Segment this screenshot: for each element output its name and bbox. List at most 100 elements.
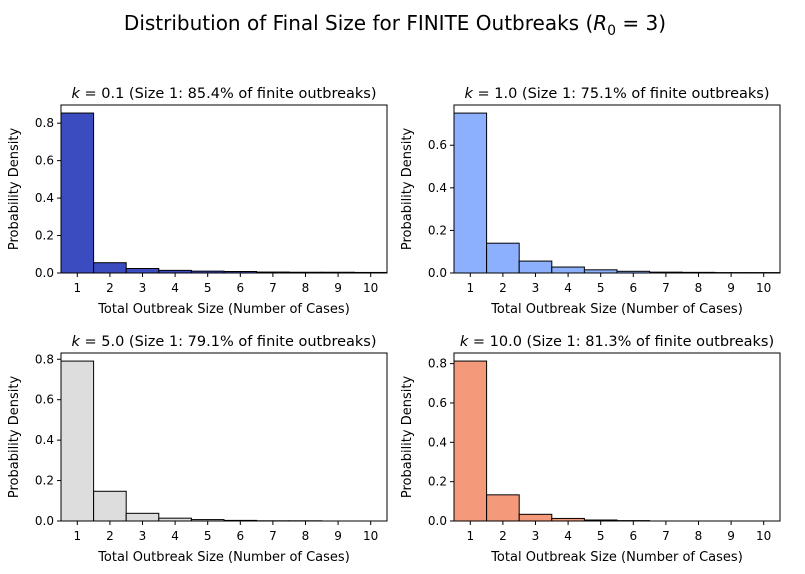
x-tick-label: 8 (695, 529, 703, 543)
x-tick-label: 7 (269, 529, 277, 543)
x-tick-label: 9 (334, 281, 342, 295)
panel-title-value: = 0.1 (80, 86, 124, 102)
x-tick-label: 10 (363, 281, 378, 295)
x-tick-label: 5 (597, 529, 605, 543)
y-tick-label: 0.0 (428, 266, 447, 280)
y-tick-label: 0.2 (428, 223, 447, 237)
panel-title-note: (Size 1: 75.1% of finite outbreaks) (517, 86, 769, 102)
x-tick-label: 6 (236, 281, 244, 295)
x-tick-label: 3 (139, 281, 147, 295)
panel-title: k = 0.1 (Size 1: 85.4% of finite outbrea… (71, 86, 376, 102)
x-tick-label: 9 (727, 281, 735, 295)
y-axis-label: Probability Density (7, 376, 22, 499)
chart-panel-1: 1 2 3 4 5 6 7 8 9 10 0.0 0.2 0.4 0.6 0.8 Total Outbreak… (7, 86, 388, 317)
panel-title-k: k (71, 334, 80, 350)
x-tick-label: 2 (106, 529, 114, 543)
x-tick-label: 1 (466, 281, 474, 295)
x-tick-label: 3 (532, 529, 540, 543)
y-axis-label: Probability Density (400, 128, 415, 251)
x-tick-label: 6 (236, 529, 244, 543)
y-tick-label: 0.0 (35, 514, 54, 528)
panel-title-note: (Size 1: 81.3% of finite outbreaks) (522, 334, 774, 350)
panel-title-note: (Size 1: 85.4% of finite outbreaks) (124, 86, 376, 102)
panel-title-k: k (464, 86, 473, 102)
x-tick-label: 10 (756, 529, 771, 543)
x-tick-label: 4 (564, 529, 572, 543)
x-tick-label: 10 (756, 281, 771, 295)
x-tick-label: 2 (499, 529, 507, 543)
x-tick-label: 9 (727, 529, 735, 543)
y-tick-label: 0.8 (428, 357, 447, 371)
y-tick-label: 0.2 (428, 475, 447, 489)
panel-title: k = 1.0 (Size 1: 75.1% of finite outbrea… (464, 86, 769, 102)
chart-panel-4: 1 2 3 4 5 6 7 8 9 10 0.0 0.2 0.4 0.6 0.8 Total Outbreak… (400, 334, 781, 565)
x-tick-label: 8 (302, 281, 310, 295)
x-tick-label: 4 (171, 529, 179, 543)
x-tick-label: 5 (597, 281, 605, 295)
figure-title-prefix: Distribution of Final Size for FINITE Ou… (124, 11, 593, 35)
x-tick-label: 2 (499, 281, 507, 295)
y-tick-label: 0.0 (35, 266, 54, 280)
x-tick-label: 6 (629, 281, 637, 295)
bar (93, 262, 127, 274)
x-tick-label: 5 (204, 529, 212, 543)
bar (518, 513, 553, 522)
y-tick-label: 0.2 (35, 474, 54, 488)
panel-title: k = 5.0 (Size 1: 79.1% of finite outbrea… (71, 334, 376, 350)
panel-title-value: = 1.0 (473, 86, 517, 102)
axes-frame (60, 352, 388, 522)
figure-title-var: R (593, 11, 607, 35)
bar (93, 490, 127, 522)
x-tick-label: 7 (662, 281, 670, 295)
x-axis-label: Total Outbreak Size (Number of Cases) (97, 550, 350, 565)
x-tick-label: 4 (564, 281, 572, 295)
y-tick-label: 0.6 (428, 138, 447, 152)
y-axis-label: Probability Density (7, 128, 22, 251)
x-tick-label: 7 (662, 529, 670, 543)
x-tick-label: 1 (466, 529, 474, 543)
y-tick-label: 0.6 (428, 396, 447, 410)
x-tick-label: 3 (139, 529, 147, 543)
y-tick-label: 0.0 (428, 514, 447, 528)
chart-panel-3: 1 2 3 4 5 6 7 8 9 10 0.0 0.2 0.4 0.6 0.8 Total Outbreak… (7, 334, 388, 565)
y-tick-label: 0.4 (428, 435, 447, 449)
panel-title-note: (Size 1: 79.1% of finite outbreaks) (124, 334, 376, 350)
x-tick-label: 7 (269, 281, 277, 295)
x-tick-label: 9 (334, 529, 342, 543)
x-tick-label: 5 (204, 281, 212, 295)
y-tick-label: 0.8 (35, 352, 54, 366)
x-tick-label: 6 (629, 529, 637, 543)
bar (453, 360, 488, 522)
bar (60, 360, 95, 522)
y-tick-label: 0.2 (35, 229, 54, 243)
bar (125, 512, 160, 522)
y-tick-label: 0.4 (35, 433, 54, 447)
figure-title-sub: 0 (607, 23, 616, 39)
x-axis-label: Total Outbreak Size (Number of Cases) (490, 550, 743, 565)
x-tick-label: 8 (695, 281, 703, 295)
panel-title-k: k (71, 86, 80, 102)
panel-title-value: = 5.0 (80, 334, 124, 350)
x-tick-label: 3 (532, 281, 540, 295)
panels: 1 2 3 4 5 6 7 8 9 10 0.0 0.2 0.4 0.6 0.8 Total Outbreak… (7, 86, 781, 565)
x-tick-label: 2 (106, 281, 114, 295)
bar (551, 266, 585, 274)
bar (486, 494, 520, 522)
x-tick-label: 10 (363, 529, 378, 543)
axes-frame (453, 352, 781, 522)
panel-title-value: = 10.0 (468, 334, 522, 350)
bar (453, 112, 488, 274)
bar (486, 242, 520, 274)
x-tick-label: 4 (171, 281, 179, 295)
x-tick-label: 1 (73, 281, 81, 295)
x-axis-label: Total Outbreak Size (Number of Cases) (490, 302, 743, 317)
y-tick-label: 0.4 (35, 191, 54, 205)
axes-frame (60, 104, 388, 274)
y-tick-label: 0.8 (35, 116, 54, 130)
y-tick-label: 0.4 (428, 181, 447, 195)
y-tick-label: 0.6 (35, 393, 54, 407)
panel-title-k: k (460, 334, 469, 350)
bar (125, 268, 160, 274)
bar (518, 260, 553, 274)
